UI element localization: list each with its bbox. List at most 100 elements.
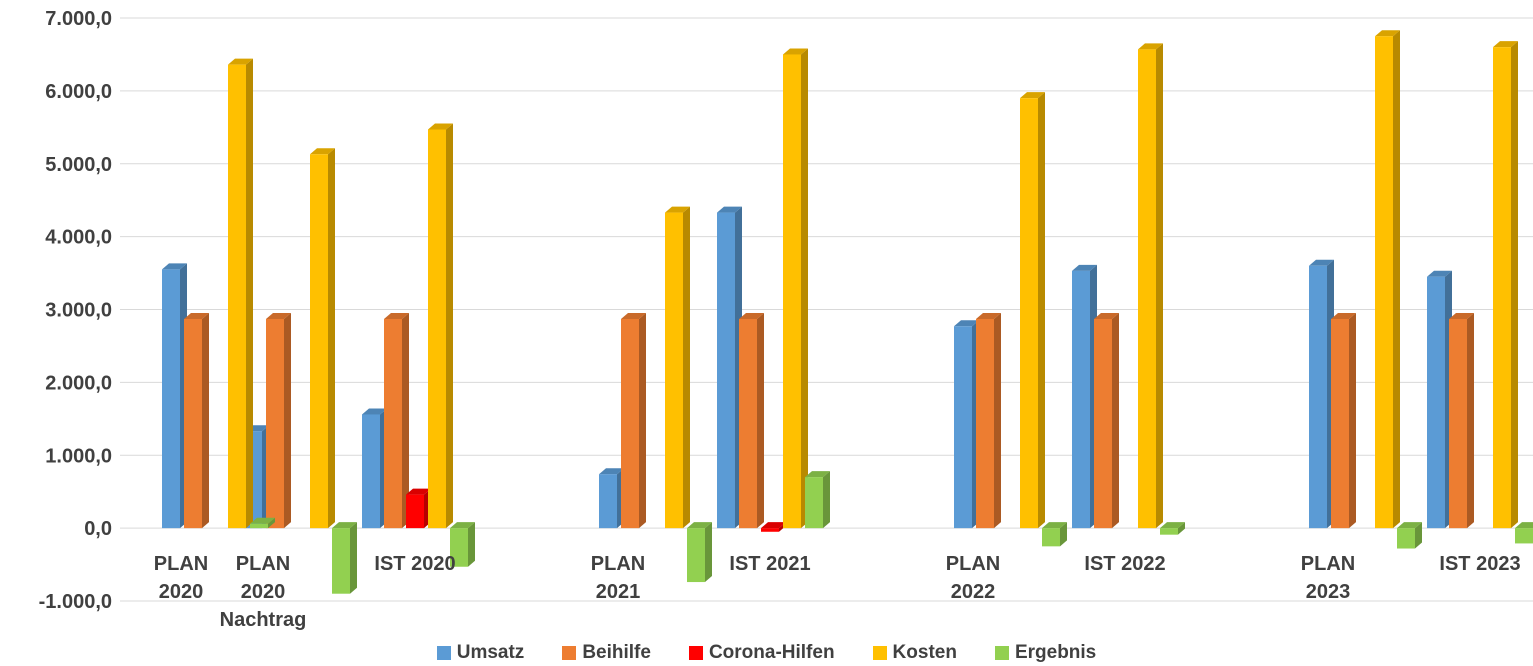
bar-umsatz bbox=[1309, 259, 1334, 529]
x-category-label: PLAN 2020 bbox=[154, 553, 208, 603]
y-tick-label: 7.000,0 bbox=[45, 8, 112, 30]
bar-front bbox=[1427, 276, 1445, 529]
bar-front bbox=[428, 129, 446, 529]
bar-front bbox=[599, 474, 617, 529]
bar-front bbox=[266, 318, 284, 529]
bar-top bbox=[739, 312, 764, 319]
bar-front bbox=[687, 528, 705, 583]
y-tick-label: 5.000,0 bbox=[45, 154, 112, 176]
bar-kosten bbox=[310, 148, 335, 529]
bar-top bbox=[362, 408, 387, 415]
legend-swatch bbox=[688, 646, 703, 660]
bar-side bbox=[1156, 43, 1163, 529]
bar-top bbox=[266, 312, 291, 319]
bar-front bbox=[1160, 528, 1178, 535]
bar-beihilfe bbox=[1449, 312, 1474, 529]
bar-front bbox=[1094, 318, 1112, 529]
legend-label: Ergebnis bbox=[1014, 642, 1097, 663]
bar-umsatz bbox=[162, 263, 187, 529]
bar-top bbox=[621, 312, 646, 319]
bar-top bbox=[1160, 522, 1185, 529]
bar-top bbox=[1397, 522, 1422, 529]
bar-top bbox=[162, 263, 187, 270]
bar-umsatz bbox=[717, 206, 742, 529]
bar-top bbox=[805, 471, 830, 478]
bar-front bbox=[362, 414, 380, 529]
bar-top bbox=[1020, 92, 1045, 99]
bar-top bbox=[406, 488, 431, 495]
bar-top bbox=[228, 58, 253, 65]
y-tick-label: 3.000,0 bbox=[45, 300, 112, 322]
bar-front bbox=[1042, 528, 1060, 547]
bar-chart: -1.000,0 0,0 1.000,0 2.000,0 3.000,0 4.000,0 5… bbox=[39, 8, 1533, 631]
bar-front bbox=[1020, 98, 1038, 529]
bar-beihilfe bbox=[384, 312, 409, 529]
bar-top bbox=[332, 522, 357, 529]
bar-beihilfe bbox=[266, 312, 291, 529]
bar-front bbox=[228, 64, 246, 529]
bar-beihilfe bbox=[1094, 312, 1119, 529]
bar-side bbox=[1393, 30, 1400, 529]
bar-ergebnis bbox=[450, 522, 475, 567]
bar-front bbox=[332, 528, 350, 594]
bar-side bbox=[1178, 522, 1185, 535]
legend-swatch bbox=[872, 646, 887, 660]
bar-top bbox=[450, 522, 475, 529]
bar-ergebnis bbox=[1515, 522, 1533, 544]
bar-top bbox=[761, 522, 786, 529]
bar-top bbox=[1515, 522, 1533, 529]
bar-kosten bbox=[228, 58, 253, 529]
bar-kosten bbox=[1138, 43, 1163, 529]
bar-top bbox=[717, 206, 742, 213]
legend-item: Umsatz bbox=[436, 642, 524, 664]
bar-ergebnis bbox=[250, 517, 275, 529]
bar-beihilfe bbox=[976, 312, 1001, 529]
bar-front bbox=[250, 523, 268, 529]
y-tick-label: 2.000,0 bbox=[45, 372, 112, 394]
bar-top bbox=[1072, 264, 1097, 271]
bar-side bbox=[268, 517, 275, 529]
bar-side bbox=[1112, 312, 1119, 529]
bar-beihilfe bbox=[739, 312, 764, 529]
bar-front bbox=[1331, 318, 1349, 529]
bar-side bbox=[468, 522, 475, 567]
bar-side bbox=[1060, 522, 1067, 547]
bar-beihilfe bbox=[621, 312, 646, 529]
bar-ergebnis bbox=[1042, 522, 1067, 547]
x-category-label: PLAN 2020 Nachtrag bbox=[220, 553, 307, 631]
bar-front bbox=[310, 154, 328, 529]
bar-side bbox=[1415, 522, 1422, 549]
bar-ergebnis bbox=[687, 522, 712, 583]
bar-top bbox=[1375, 30, 1400, 37]
bar-front bbox=[976, 318, 994, 529]
x-category-label: IST 2021 bbox=[729, 553, 810, 575]
y-tick-label: 6.000,0 bbox=[45, 81, 112, 103]
bar-front bbox=[1375, 36, 1393, 529]
bar-beihilfe bbox=[184, 312, 209, 529]
bar-side bbox=[994, 312, 1001, 529]
x-category-label: IST 2022 bbox=[1084, 553, 1165, 575]
bar-top bbox=[1449, 312, 1474, 319]
bar-front bbox=[406, 494, 424, 529]
bar-umsatz bbox=[1427, 270, 1452, 529]
bar-front bbox=[1493, 47, 1511, 529]
x-category-label: PLAN 2022 bbox=[946, 553, 1000, 603]
bar-ergebnis bbox=[332, 522, 357, 594]
bar-kosten bbox=[428, 123, 453, 529]
bar-top bbox=[1042, 522, 1067, 529]
bar-front bbox=[739, 318, 757, 529]
bar-kosten bbox=[783, 48, 808, 529]
bar-front bbox=[1449, 318, 1467, 529]
bar-top bbox=[428, 123, 453, 130]
bar-ergebnis bbox=[1397, 522, 1422, 549]
legend-label: Beihilfe bbox=[582, 642, 651, 663]
bar-ergebnis bbox=[1160, 522, 1185, 535]
bar-kosten bbox=[1375, 30, 1400, 529]
bar-kosten bbox=[1020, 92, 1045, 529]
legend-swatch bbox=[562, 646, 577, 660]
bar-beihilfe bbox=[1331, 312, 1356, 529]
bar-front bbox=[1072, 270, 1090, 529]
x-category-label: IST 2020 bbox=[374, 553, 455, 575]
bar-front bbox=[384, 318, 402, 529]
bar-top bbox=[976, 312, 1001, 319]
